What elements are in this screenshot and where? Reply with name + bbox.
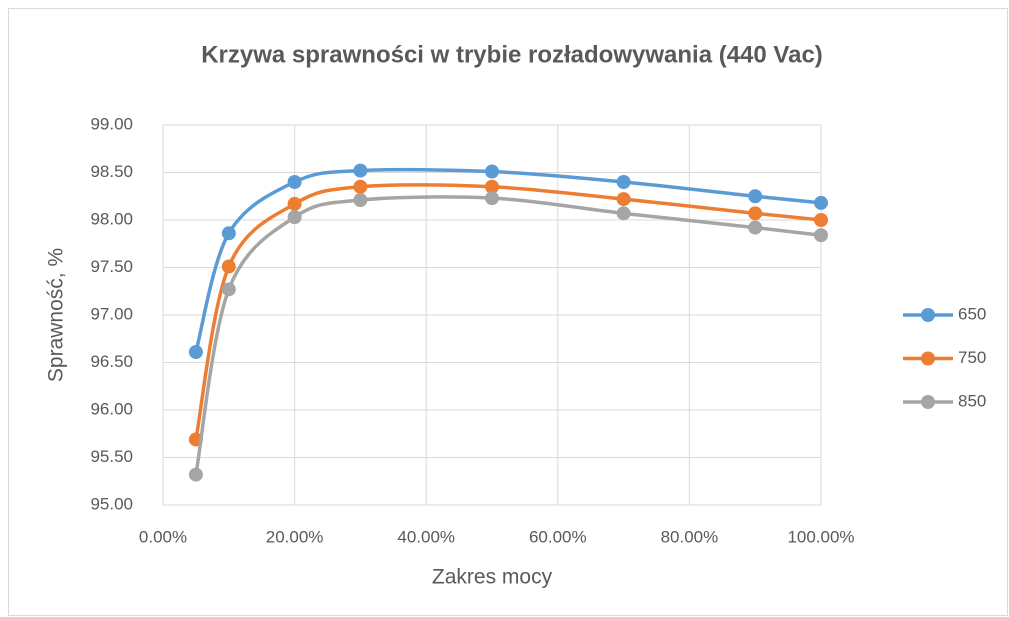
- legend-label: 850: [958, 391, 986, 410]
- legend-label: 650: [958, 304, 986, 323]
- y-tick-label: 96.50: [90, 352, 133, 371]
- data-point: [188, 345, 203, 360]
- y-tick-label: 97.50: [90, 257, 133, 276]
- legend-marker: [921, 351, 935, 366]
- data-point: [616, 206, 631, 221]
- x-tick-label: 0.00%: [139, 527, 187, 546]
- data-point: [287, 196, 302, 211]
- chart-border: [8, 8, 1008, 616]
- data-point: [221, 259, 236, 274]
- y-tick-label: 96.00: [90, 399, 133, 418]
- y-tick-label: 97.00: [90, 304, 133, 323]
- data-point: [616, 192, 631, 207]
- x-tick-label: 20.00%: [266, 527, 324, 546]
- data-point: [485, 191, 499, 206]
- legend-marker: [921, 395, 935, 409]
- data-point: [353, 179, 368, 194]
- data-point: [221, 282, 236, 297]
- x-tick-label: 40.00%: [397, 527, 455, 546]
- y-tick-label: 95.00: [90, 494, 133, 513]
- data-point: [485, 179, 499, 194]
- data-point: [814, 195, 828, 210]
- data-point: [748, 220, 763, 235]
- data-point: [485, 164, 499, 179]
- x-tick-label: 100.00%: [787, 527, 854, 546]
- data-point: [353, 193, 368, 208]
- y-tick-label: 98.00: [90, 209, 133, 228]
- data-point: [188, 467, 203, 482]
- data-point: [287, 175, 302, 189]
- y-tick-label: 99.00: [90, 114, 133, 133]
- y-tick-label: 98.50: [90, 162, 133, 181]
- data-point: [616, 175, 631, 189]
- legend-label: 750: [958, 348, 986, 367]
- chart-title: Krzywa sprawności w trybie rozładowywani…: [201, 41, 823, 68]
- y-tick-label: 95.50: [90, 447, 133, 466]
- x-tick-label: 60.00%: [529, 527, 587, 546]
- data-point: [287, 210, 302, 225]
- data-point: [748, 206, 763, 221]
- x-axis-label: Zakres mocy: [432, 566, 553, 589]
- data-point: [748, 189, 763, 204]
- data-point: [353, 163, 368, 178]
- data-point: [814, 213, 828, 227]
- legend-marker: [921, 308, 935, 322]
- data-point: [221, 226, 236, 241]
- y-axis-label: Sprawność, %: [45, 248, 68, 382]
- data-point: [814, 228, 828, 243]
- x-tick-label: 80.00%: [661, 527, 719, 546]
